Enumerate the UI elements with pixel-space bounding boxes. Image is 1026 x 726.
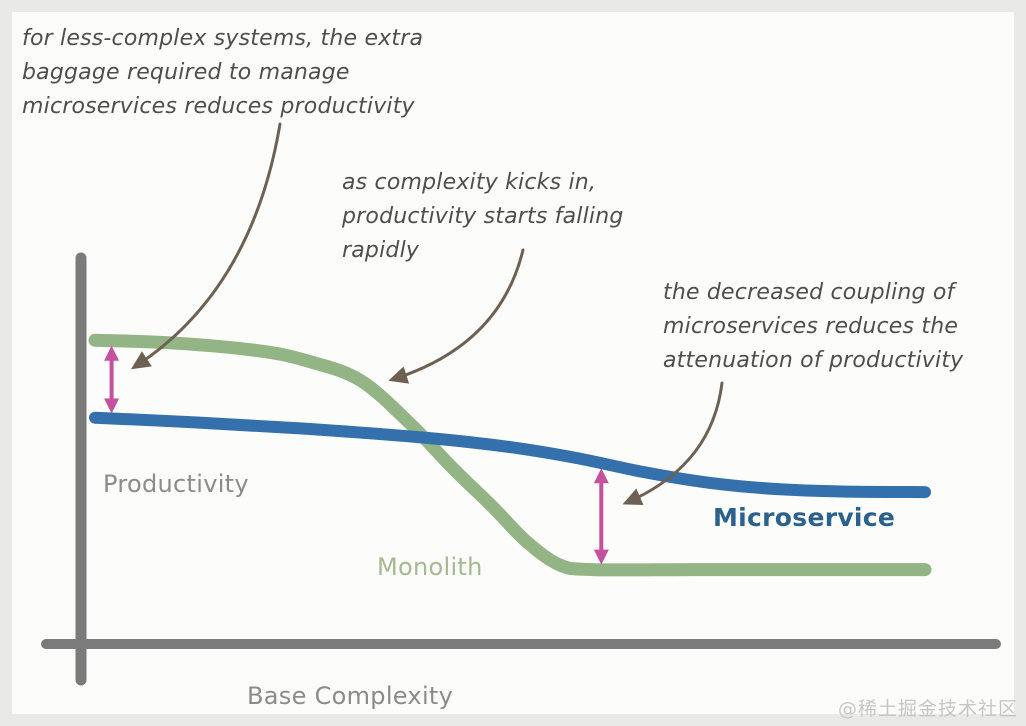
productivity-gap-arrows — [104, 345, 609, 565]
y-axis-label: Productivity — [103, 470, 249, 498]
microservice-label: Microservice — [713, 503, 896, 532]
annotation-decoupling: the decreased coupling of microservices … — [663, 280, 964, 374]
annotation-falling: as complexity kicks in, productivity sta… — [342, 170, 624, 264]
chart-panel — [12, 12, 1014, 714]
microservice-curve — [89, 411, 931, 499]
annotation-arrow — [392, 248, 525, 381]
annotation-premium: for less-complex systems, the extra bagg… — [22, 26, 424, 120]
monolith-curve — [88, 333, 932, 577]
annotation-pointer-arrows — [131, 122, 724, 505]
annotation-arrow — [134, 122, 282, 368]
x-axis-label: Base Complexity — [247, 682, 454, 710]
monolith-label: Monolith — [377, 553, 483, 581]
axes — [41, 252, 1001, 686]
annotation-arrow — [626, 381, 724, 504]
watermark: @稀土掘金技术社区 — [837, 698, 1018, 720]
